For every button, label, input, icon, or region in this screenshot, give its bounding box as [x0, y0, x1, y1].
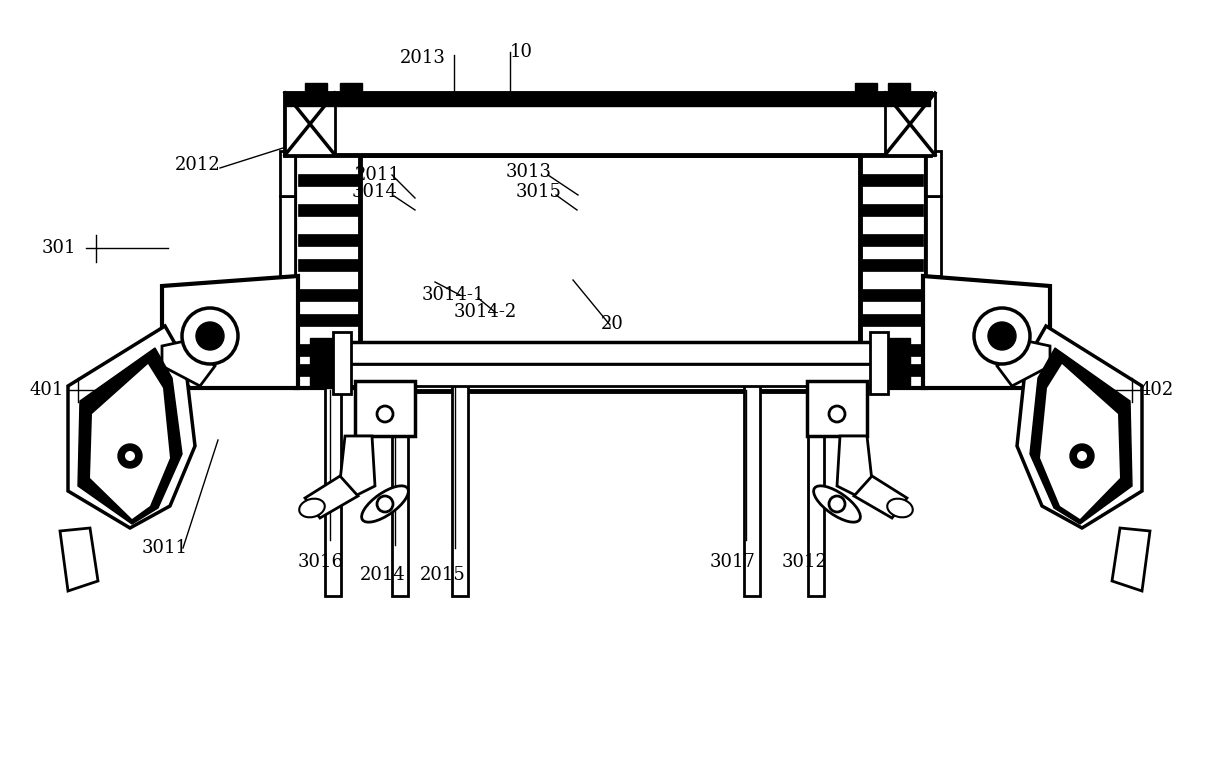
Circle shape — [830, 496, 845, 512]
Polygon shape — [1031, 348, 1132, 524]
Bar — [859, 155, 926, 388]
Polygon shape — [854, 476, 907, 518]
Polygon shape — [1040, 364, 1120, 519]
Text: 2012: 2012 — [176, 156, 220, 174]
Bar — [861, 204, 923, 216]
Bar — [285, 93, 930, 106]
Ellipse shape — [362, 486, 408, 522]
Polygon shape — [885, 93, 935, 155]
Text: 3011: 3011 — [142, 539, 188, 557]
Text: 10: 10 — [510, 43, 533, 61]
Circle shape — [182, 308, 239, 364]
Bar — [340, 83, 362, 101]
Bar — [392, 361, 408, 596]
Polygon shape — [68, 326, 195, 528]
Bar — [861, 344, 923, 356]
Bar — [861, 234, 923, 246]
Bar — [298, 204, 360, 216]
Polygon shape — [285, 93, 335, 155]
Bar — [360, 155, 860, 391]
Polygon shape — [1017, 326, 1142, 528]
Bar — [855, 83, 877, 101]
Bar — [285, 93, 930, 155]
Text: 3015: 3015 — [516, 183, 562, 201]
Bar — [305, 83, 327, 101]
Bar — [280, 196, 295, 276]
Text: 3012: 3012 — [782, 553, 828, 571]
Bar — [861, 364, 923, 376]
Circle shape — [1077, 451, 1087, 461]
Bar — [888, 83, 909, 101]
Bar — [298, 289, 360, 301]
Text: 402: 402 — [1140, 381, 1175, 399]
Bar — [861, 314, 923, 326]
Bar — [295, 155, 363, 388]
Bar — [744, 366, 761, 596]
Text: 3016: 3016 — [298, 553, 344, 571]
Circle shape — [377, 406, 394, 422]
Bar — [926, 196, 941, 276]
Bar — [861, 289, 923, 301]
Bar — [355, 381, 415, 436]
Text: 3014-1: 3014-1 — [421, 286, 486, 304]
Polygon shape — [305, 476, 358, 518]
Ellipse shape — [814, 486, 860, 522]
Bar — [318, 364, 903, 386]
Text: 2013: 2013 — [400, 49, 446, 67]
Bar — [888, 338, 909, 388]
Ellipse shape — [299, 499, 325, 518]
Polygon shape — [340, 436, 375, 496]
Bar — [318, 342, 903, 364]
Bar — [298, 364, 360, 376]
Text: 401: 401 — [30, 381, 64, 399]
Polygon shape — [1112, 528, 1150, 591]
Text: 3014: 3014 — [352, 183, 398, 201]
Bar — [298, 344, 360, 356]
Bar — [333, 332, 351, 394]
Text: 20: 20 — [601, 315, 624, 333]
Polygon shape — [162, 341, 216, 386]
Polygon shape — [162, 276, 298, 388]
Polygon shape — [61, 528, 98, 591]
Polygon shape — [837, 436, 872, 496]
Circle shape — [125, 451, 134, 461]
Bar — [861, 259, 923, 271]
Circle shape — [830, 406, 845, 422]
Circle shape — [196, 322, 224, 350]
Circle shape — [988, 322, 1016, 350]
Text: 3017: 3017 — [710, 553, 756, 571]
Text: 3013: 3013 — [506, 163, 552, 181]
Polygon shape — [78, 348, 182, 524]
Bar — [310, 338, 332, 388]
Bar — [298, 174, 360, 186]
Text: 2015: 2015 — [420, 566, 466, 584]
Bar — [452, 356, 467, 596]
Bar — [807, 381, 867, 436]
Bar — [861, 174, 923, 186]
Polygon shape — [923, 276, 1050, 388]
Text: 2014: 2014 — [360, 566, 406, 584]
Text: 3014-2: 3014-2 — [454, 303, 517, 321]
Bar — [325, 366, 342, 596]
Bar — [298, 259, 360, 271]
Text: 301: 301 — [42, 239, 76, 257]
Bar — [808, 368, 823, 596]
Bar — [280, 151, 295, 196]
Polygon shape — [997, 341, 1050, 386]
Circle shape — [974, 308, 1031, 364]
Bar — [869, 332, 888, 394]
Bar — [298, 234, 360, 246]
Circle shape — [1071, 444, 1094, 468]
Text: 2011: 2011 — [355, 166, 401, 184]
Circle shape — [377, 496, 394, 512]
Bar — [926, 151, 941, 196]
Bar — [298, 314, 360, 326]
Polygon shape — [90, 364, 170, 519]
Ellipse shape — [888, 499, 913, 518]
Circle shape — [117, 444, 142, 468]
